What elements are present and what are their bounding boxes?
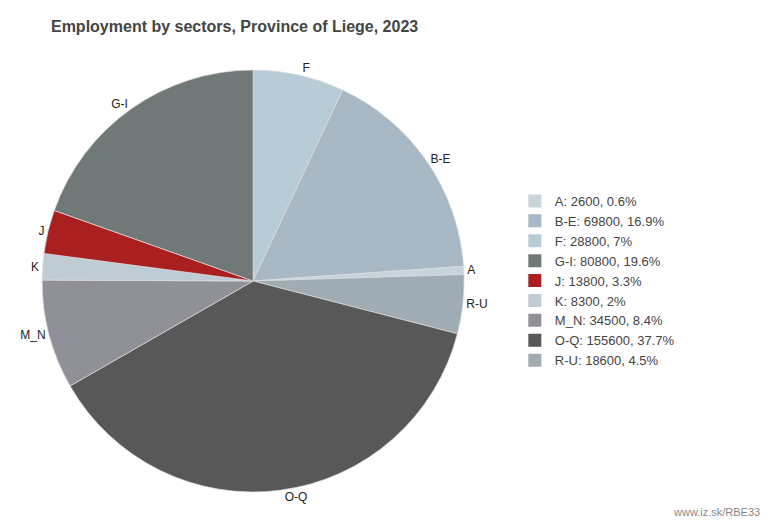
svg-text:K: K bbox=[31, 260, 39, 274]
svg-text:B-E: B-E bbox=[431, 152, 451, 166]
svg-text:R-U: R-U bbox=[466, 297, 487, 311]
svg-text:A: A bbox=[467, 263, 475, 277]
svg-text:O-Q: 155600, 37.7%: O-Q: 155600, 37.7% bbox=[555, 333, 675, 348]
svg-text:K: 8300, 2%: K: 8300, 2% bbox=[555, 294, 626, 309]
svg-text:B-E: 69800, 16.9%: B-E: 69800, 16.9% bbox=[555, 214, 665, 229]
svg-text:J: J bbox=[38, 224, 44, 238]
svg-text:A: 2600, 0.6%: A: 2600, 0.6% bbox=[555, 194, 637, 209]
svg-text:F: F bbox=[302, 61, 309, 75]
svg-text:www.iz.sk/RBE33: www.iz.sk/RBE33 bbox=[673, 506, 760, 518]
svg-text:G-I: G-I bbox=[111, 97, 128, 111]
svg-text:M_N: M_N bbox=[20, 328, 45, 342]
svg-text:O-Q: O-Q bbox=[285, 490, 308, 504]
svg-text:Employment by sectors, Provinc: Employment by sectors, Province of Liege… bbox=[51, 18, 418, 35]
svg-text:R-U: 18600, 4.5%: R-U: 18600, 4.5% bbox=[555, 353, 659, 368]
svg-text:M_N: 34500, 8.4%: M_N: 34500, 8.4% bbox=[555, 313, 663, 328]
svg-text:J: 13800, 3.3%: J: 13800, 3.3% bbox=[555, 274, 642, 289]
svg-text:F: 28800, 7%: F: 28800, 7% bbox=[555, 234, 633, 249]
svg-text:G-I: 80800, 19.6%: G-I: 80800, 19.6% bbox=[555, 254, 661, 269]
